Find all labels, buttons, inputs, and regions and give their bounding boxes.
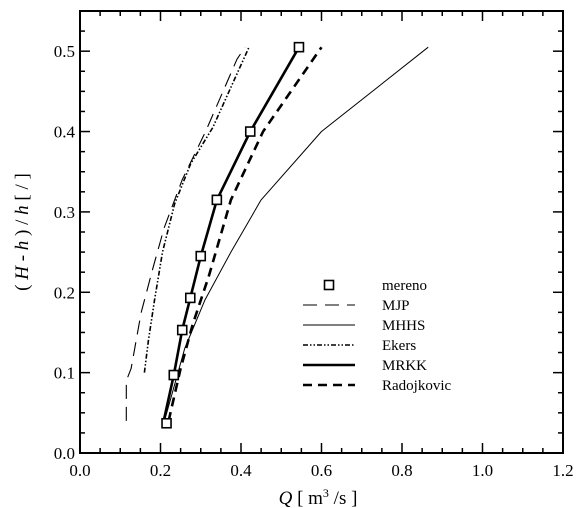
marker-mereno (195, 250, 207, 262)
x-tick-labels: 0.0 0.2 0.4 0.6 0.8 1.0 1.2 (69, 461, 573, 480)
series-line-mjp (125, 46, 246, 421)
y-axis-title-part: ( (12, 280, 33, 291)
marker-mereno (184, 292, 196, 304)
plot-frame (79, 10, 564, 454)
y-axis-title: ( H - h ) / h [ / ] (12, 173, 33, 291)
series-line-radojkovic (167, 46, 323, 422)
y-tick-labels: 0.0 0.1 0.2 0.3 0.4 0.5 (54, 42, 76, 463)
marker-mereno (293, 41, 305, 53)
marker-mereno (161, 417, 172, 429)
legend-label-mjp: MJP (382, 298, 410, 314)
y-axis-title-part: h (12, 205, 33, 215)
series-line-mrkk (162, 46, 301, 422)
y-axis-title-part: h (12, 241, 33, 251)
x-tick-label: 1.0 (472, 461, 493, 480)
legend-label-mereno: mereno (382, 278, 427, 294)
y-tick-label: 0.4 (54, 123, 76, 142)
x-tick-label: 1.2 (552, 461, 573, 480)
y-tick-label: 0.3 (54, 203, 75, 222)
legend-marker-mereno (323, 279, 335, 291)
marker-mereno (211, 194, 223, 206)
legend: mereno MJP MHHS Ekers MRKK Radojkovic (303, 278, 451, 394)
x-axis-title-unit-end: /s ] (329, 488, 358, 508)
markers (161, 41, 305, 429)
x-axis-title-symbol: Q (279, 488, 293, 508)
y-axis-title-part: H (12, 265, 33, 281)
x-tick-label: 0.2 (150, 461, 171, 480)
y-tick-label: 0.0 (54, 444, 75, 463)
x-tick-label: 0.4 (230, 461, 252, 480)
series-lines (125, 46, 429, 422)
x-axis-title: Q [ m3 /s ] (279, 486, 358, 508)
marker-mereno (176, 324, 188, 336)
x-axis-title-unit: [ m (292, 488, 323, 508)
marker-mereno (168, 369, 180, 381)
legend-label-mhhs: MHHS (382, 318, 425, 334)
ticks (79, 10, 564, 454)
legend-label-radojkovic: Radojkovic (382, 378, 451, 394)
y-axis-title-part: ) / (12, 215, 33, 241)
x-tick-label: 0.8 (391, 461, 412, 480)
y-axis-title-part: - (12, 250, 33, 266)
series-line-ekers (143, 46, 250, 373)
series-line-mhhs (164, 46, 429, 422)
y-axis-title-part: [ / ] (12, 173, 33, 205)
marker-mereno (244, 126, 256, 137)
y-tick-label: 0.1 (54, 364, 75, 383)
y-tick-label: 0.2 (54, 283, 75, 302)
legend-label-ekers: Ekers (382, 338, 416, 354)
y-tick-label: 0.5 (54, 42, 75, 61)
x-axis-title-superscript: 3 (323, 486, 329, 500)
legend-label-mrkk: MRKK (382, 358, 427, 374)
x-tick-label: 0.6 (311, 461, 332, 480)
x-tick-label: 0.0 (69, 461, 90, 480)
